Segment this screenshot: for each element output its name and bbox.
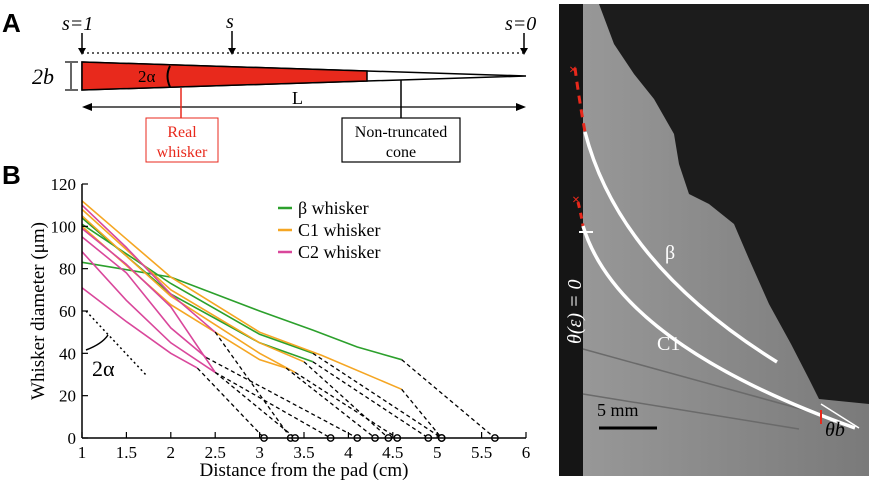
s-start-arrowhead bbox=[78, 48, 86, 55]
x-tick-label: 6 bbox=[522, 443, 531, 462]
extrapolation-line-4 bbox=[303, 361, 389, 439]
series-line-c2-8 bbox=[81, 227, 216, 373]
series-line-c2-11 bbox=[81, 287, 198, 369]
x-tick-label: 4 bbox=[344, 443, 353, 462]
extrapolation-line-10 bbox=[214, 371, 296, 439]
photo-drawing: × × 5 mm β C1 θb θ(ε) = 0 bbox=[559, 4, 869, 476]
plot-lines bbox=[81, 200, 499, 442]
extrapolation-line-6 bbox=[285, 367, 376, 439]
real-whisker-box bbox=[145, 117, 219, 163]
length-arrowhead-left bbox=[82, 103, 92, 111]
length-arrowhead-right bbox=[516, 103, 526, 111]
c1-whisker-dashed bbox=[576, 201, 585, 227]
s-mid-label: s bbox=[226, 11, 234, 33]
x-tick-label: 1 bbox=[78, 443, 87, 462]
extrapolation-line-8 bbox=[214, 371, 331, 439]
beta-label: β bbox=[665, 242, 675, 264]
faint-curve-1 bbox=[582, 348, 820, 415]
theta-b-tangent bbox=[820, 403, 860, 429]
length-label: L bbox=[292, 88, 303, 108]
series-line-c2-7 bbox=[81, 204, 216, 333]
angle-arc bbox=[166, 65, 171, 88]
legend-label: β whisker bbox=[298, 198, 369, 218]
cone-label-2: cone bbox=[386, 144, 416, 161]
base-label: 2b bbox=[32, 64, 54, 89]
theta-eq-label: θ(ε) = 0 bbox=[564, 279, 586, 344]
y-tick-label: 80 bbox=[59, 260, 76, 279]
series-line-c1-5 bbox=[81, 215, 296, 374]
beta-start-mark: × bbox=[569, 63, 577, 78]
c1-whisker-path bbox=[581, 225, 856, 430]
y-tick-label: 120 bbox=[51, 175, 77, 194]
y-tick-label: 60 bbox=[59, 302, 76, 321]
cone-box bbox=[341, 117, 461, 163]
y-tick-label: 20 bbox=[59, 387, 76, 406]
x-tick-label: 1.5 bbox=[116, 443, 137, 462]
angle-label: 2α bbox=[138, 67, 156, 86]
angle-annotation: 2α bbox=[92, 356, 115, 381]
extrapolation-line-9 bbox=[206, 356, 358, 439]
series-line-β-2 bbox=[81, 223, 314, 355]
x-tick-label: 5 bbox=[433, 443, 442, 462]
real-whisker-shape bbox=[81, 61, 368, 91]
x-tick-label: 3.5 bbox=[293, 443, 314, 462]
legend-label: C1 whisker bbox=[298, 220, 381, 240]
extrapolation-line-7 bbox=[214, 331, 292, 439]
series-line-c2-10 bbox=[81, 251, 216, 374]
y-tick-label: 100 bbox=[51, 217, 77, 236]
extrapolation-line-5 bbox=[294, 371, 398, 439]
whisker-photo: × × 5 mm β C1 θb θ(ε) = 0 bbox=[559, 4, 869, 476]
extrapolation-line-0 bbox=[401, 359, 496, 439]
y-tick-label: 40 bbox=[59, 344, 76, 363]
faint-curve-2 bbox=[582, 393, 800, 430]
c1-label: C1 bbox=[657, 333, 680, 355]
s-mid-arrowhead bbox=[228, 48, 236, 55]
extrapolation-line-11 bbox=[196, 367, 265, 439]
theta-b-label: θb bbox=[825, 419, 845, 441]
legend-label: C2 whisker bbox=[298, 242, 381, 262]
pad-strip bbox=[559, 4, 583, 476]
series-line-c1-4 bbox=[81, 208, 305, 363]
series-line-c2-9 bbox=[81, 236, 207, 359]
x-tick-label: 5.5 bbox=[471, 443, 492, 462]
x-tick-label: 2.5 bbox=[205, 443, 226, 462]
scale-label: 5 mm bbox=[597, 400, 639, 420]
x-tick-label: 3 bbox=[255, 443, 264, 462]
panel-b-letter: B bbox=[2, 160, 21, 190]
c1-start-mark: × bbox=[572, 193, 580, 208]
s-start-label: s=1 bbox=[62, 13, 93, 35]
extrapolation-line-2 bbox=[312, 352, 442, 439]
angle-arc-b bbox=[85, 334, 109, 351]
x-tick-label: 4.5 bbox=[382, 443, 403, 462]
s-end-arrowhead bbox=[520, 48, 528, 55]
extrapolation-line-1 bbox=[312, 361, 429, 439]
series-line-β-0 bbox=[81, 261, 402, 361]
x-tick-label: 2 bbox=[167, 443, 176, 462]
x-axis-label: Distance from the pad (cm) bbox=[200, 460, 409, 480]
real-whisker-label-1: Real bbox=[167, 124, 197, 141]
dark-region bbox=[599, 4, 869, 404]
real-whisker-label-2: whisker bbox=[157, 144, 208, 161]
panel-a-letter: A bbox=[2, 8, 21, 38]
extrapolation-line-3 bbox=[401, 388, 443, 439]
series-line-c1-3 bbox=[81, 200, 403, 391]
beta-whisker-path bbox=[583, 131, 778, 364]
y-axis-label: Whisker diameter (μm) bbox=[28, 222, 49, 400]
panel-a-diagram: s=1 s s=0 2α 2b L Real whisker Non-trunc… bbox=[32, 11, 536, 163]
y-tick-label: 0 bbox=[68, 429, 77, 448]
cone-label-1: Non-truncated bbox=[355, 124, 447, 141]
beta-whisker-dashed bbox=[573, 67, 587, 133]
s-end-label: s=0 bbox=[505, 13, 536, 35]
